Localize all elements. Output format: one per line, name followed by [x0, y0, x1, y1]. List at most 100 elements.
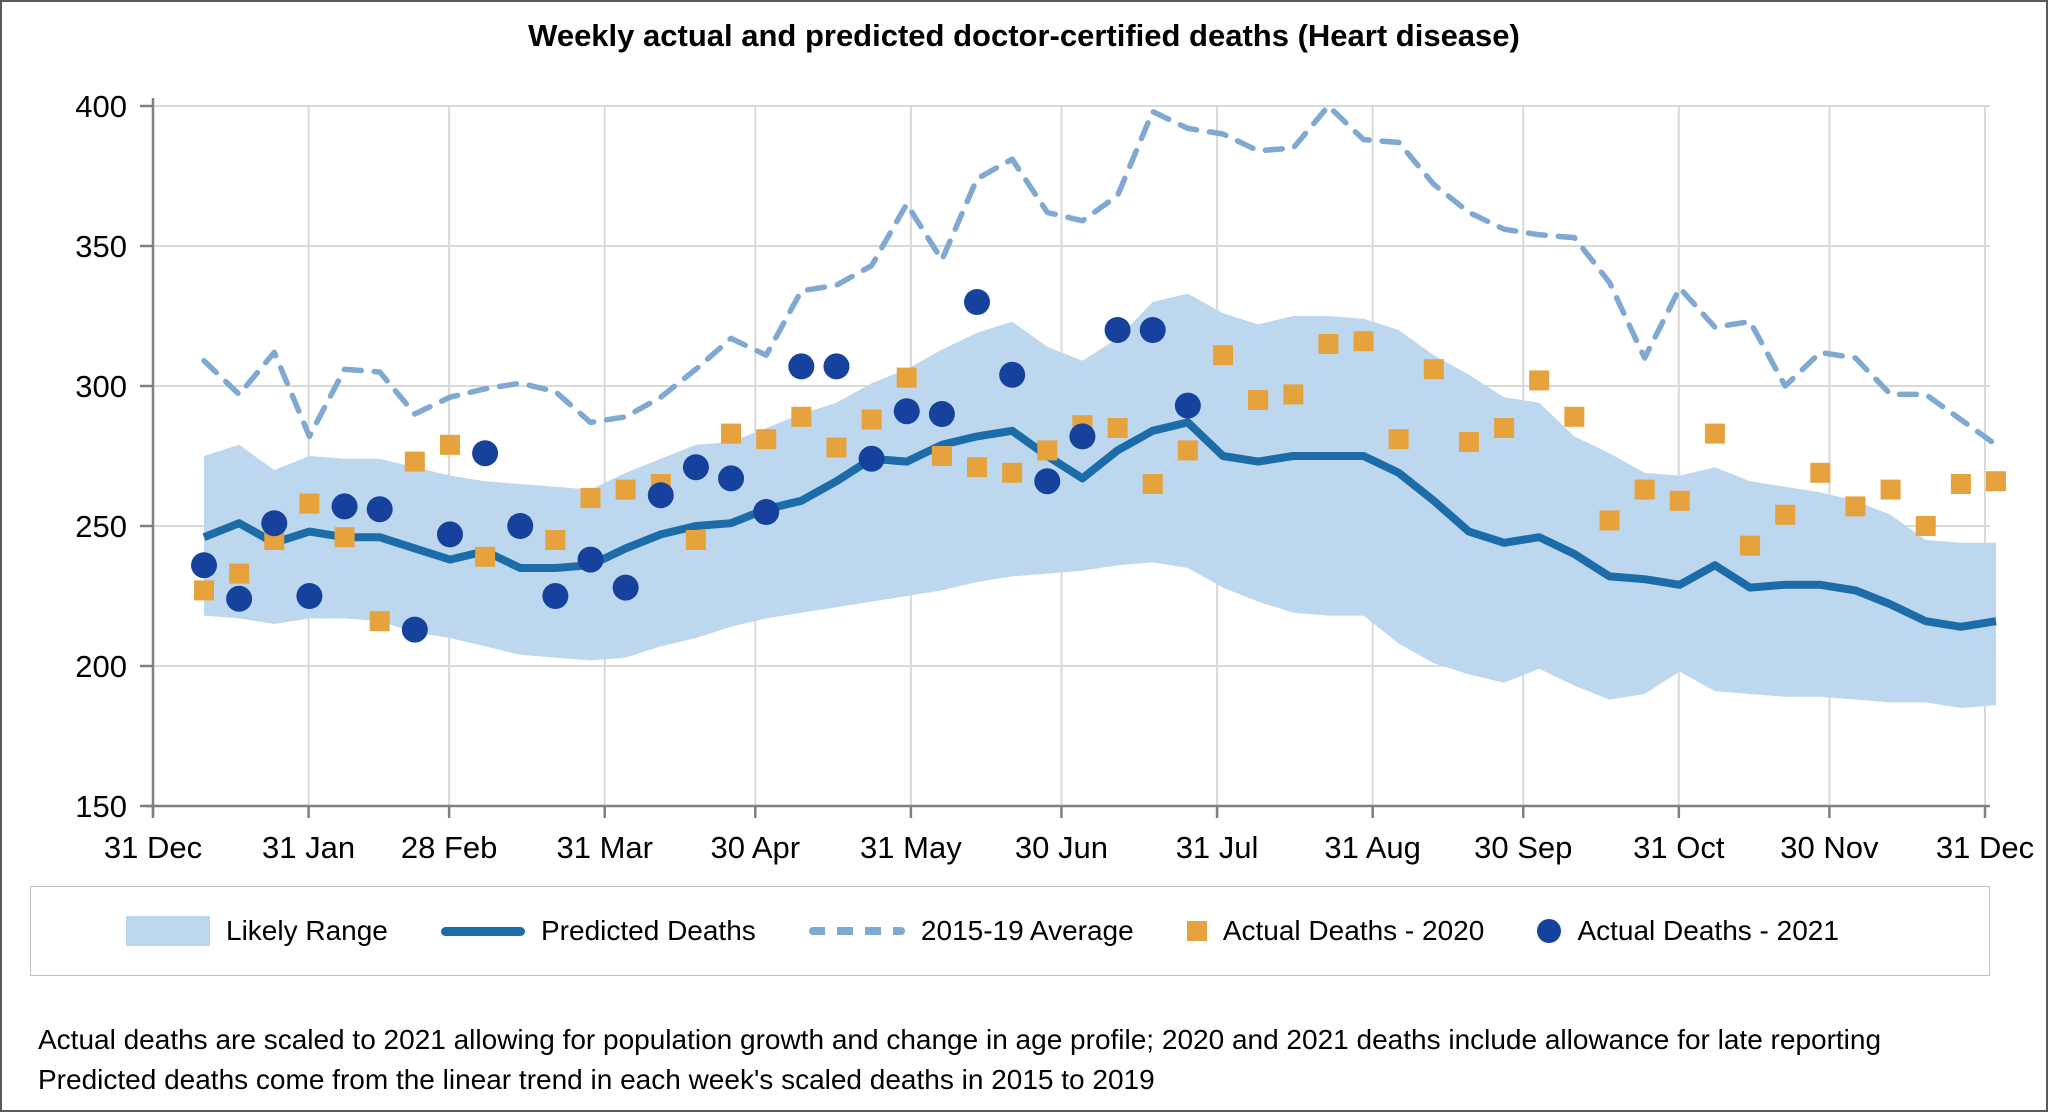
actual-2021-point — [296, 583, 323, 609]
y-tick-label: 400 — [75, 89, 127, 124]
actual-2021-point — [928, 401, 955, 427]
actual-2021-point — [964, 289, 991, 315]
y-axis-labels: 150 200 250 300 350 400 — [75, 89, 127, 824]
actual-2020-point — [1986, 471, 2006, 492]
y-tick-label: 150 — [75, 789, 127, 824]
actual-2020-point — [1353, 331, 1374, 352]
actual-2020-point — [1142, 474, 1163, 494]
average-2015-19-line — [201, 103, 1999, 448]
actual-2020-point — [1458, 432, 1479, 452]
actual-2021-point — [261, 510, 288, 537]
actual-2020-point — [1494, 418, 1515, 438]
actual-2020-point — [1950, 474, 1971, 494]
actual-2021-point — [401, 616, 428, 643]
actual-2020-swatch-icon — [1186, 921, 1207, 941]
actual-2020-point — [1423, 359, 1444, 380]
actual-2021-point — [191, 552, 217, 579]
actual-2020-point — [1669, 490, 1690, 511]
actual-2020-point — [1529, 370, 1550, 391]
legend-label: Actual Deaths - 2021 — [1577, 915, 1839, 946]
actual-2021-point — [999, 361, 1026, 388]
actual-2021-point — [1174, 392, 1201, 419]
x-tick-label: 28 Feb — [401, 830, 498, 865]
x-tick-label: 31 Jan — [262, 830, 355, 865]
actual-2021-point — [366, 496, 393, 523]
x-tick-label: 31 May — [860, 830, 962, 865]
x-axis-labels: 31 Dec 31 Jan 28 Feb 31 Mar 30 Apr 31 May 30 J… — [104, 830, 2034, 865]
actual-2020-point — [404, 451, 425, 472]
actual-2020-point — [194, 580, 214, 601]
actual-2020-point — [334, 527, 355, 548]
actual-2020-point — [1248, 390, 1269, 410]
footnote-line-1: Actual deaths are scaled to 2021 allowin… — [38, 1024, 1882, 1055]
actual-2020-point — [615, 479, 636, 500]
x-tick-label: 30 Nov — [1780, 830, 1879, 865]
actual-2021-point — [753, 499, 780, 525]
predicted-line-swatch-icon — [441, 926, 525, 936]
actual-2020-point — [1318, 334, 1339, 354]
average-dash-swatch-icon — [808, 927, 905, 935]
likely-range-band — [204, 293, 1996, 708]
actual-2020-point — [1212, 345, 1233, 366]
actual-2020-point — [896, 367, 917, 388]
actual-2020-point — [1845, 496, 1866, 517]
actual-2020-point — [756, 429, 777, 450]
actual-2020-point — [299, 493, 320, 514]
actual-2020-point — [545, 530, 566, 550]
actual-2020-point — [1704, 423, 1725, 444]
footnote-line-2: Predicted deaths come from the linear tr… — [38, 1064, 1155, 1095]
legend-item-predicted-deaths: Predicted Deaths — [441, 915, 756, 947]
x-tick-label: 30 Sep — [1474, 830, 1572, 865]
actual-2020-point — [1002, 462, 1023, 483]
actual-2021-point — [577, 546, 604, 573]
actual-2020-point — [475, 546, 496, 567]
actual-2021-point — [858, 445, 885, 472]
actual-2021-swatch-icon — [1537, 919, 1562, 943]
x-tick-label: 30 Apr — [710, 830, 800, 865]
actual-2021-points — [191, 289, 1201, 643]
legend-item-actual-2021: Actual Deaths - 2021 — [1537, 915, 1839, 947]
actual-2021-point — [436, 521, 463, 548]
actual-2020-point — [1810, 462, 1831, 483]
actual-2020-point — [685, 530, 706, 550]
predicted-deaths-line — [202, 418, 1997, 631]
actual-2020-point — [1177, 440, 1198, 461]
actual-2020-point — [1107, 418, 1128, 438]
actual-2020-point — [369, 611, 390, 632]
actual-2020-point — [1740, 535, 1761, 556]
actual-2021-point — [718, 465, 745, 492]
actual-2020-point — [1599, 510, 1620, 531]
actual-2021-point — [226, 585, 253, 612]
legend-item-likely-range: Likely Range — [126, 915, 388, 947]
legend-label: 2015-19 Average — [920, 915, 1134, 946]
actual-2020-point — [1880, 479, 1901, 500]
legend-label: Likely Range — [226, 915, 388, 946]
y-tick-label: 250 — [75, 509, 127, 544]
actual-2021-point — [788, 353, 815, 380]
x-tick-label: 30 Jun — [1015, 830, 1108, 865]
y-tick-label: 200 — [75, 649, 127, 684]
legend: Likely Range Predicted Deaths 2015-19 Av… — [30, 886, 1990, 976]
actual-2020-point — [1388, 429, 1409, 450]
actual-2021-point — [647, 482, 674, 509]
actual-2020-point — [967, 457, 988, 478]
footnotes: Actual deaths are scaled to 2021 allowin… — [38, 1020, 2018, 1100]
legend-label: Predicted Deaths — [541, 915, 756, 946]
actual-2020-point — [861, 409, 882, 430]
actual-2021-point — [472, 440, 499, 467]
x-tick-label: 31 Oct — [1633, 830, 1725, 865]
actual-2020-point — [1037, 440, 1058, 461]
actual-2021-point — [1104, 317, 1131, 343]
actual-2020-point — [1564, 406, 1585, 427]
actual-2020-point — [1775, 504, 1796, 525]
actual-2021-point — [682, 454, 709, 481]
actual-2020-point — [439, 434, 460, 455]
actual-2020-point — [1915, 516, 1936, 536]
x-tick-label: 31 Dec — [1936, 830, 2034, 865]
actual-2020-point — [791, 406, 812, 427]
axes — [140, 98, 1990, 818]
actual-2021-point — [893, 398, 920, 425]
actual-2020-point — [721, 423, 742, 444]
x-tick-label: 31 Mar — [556, 830, 652, 865]
